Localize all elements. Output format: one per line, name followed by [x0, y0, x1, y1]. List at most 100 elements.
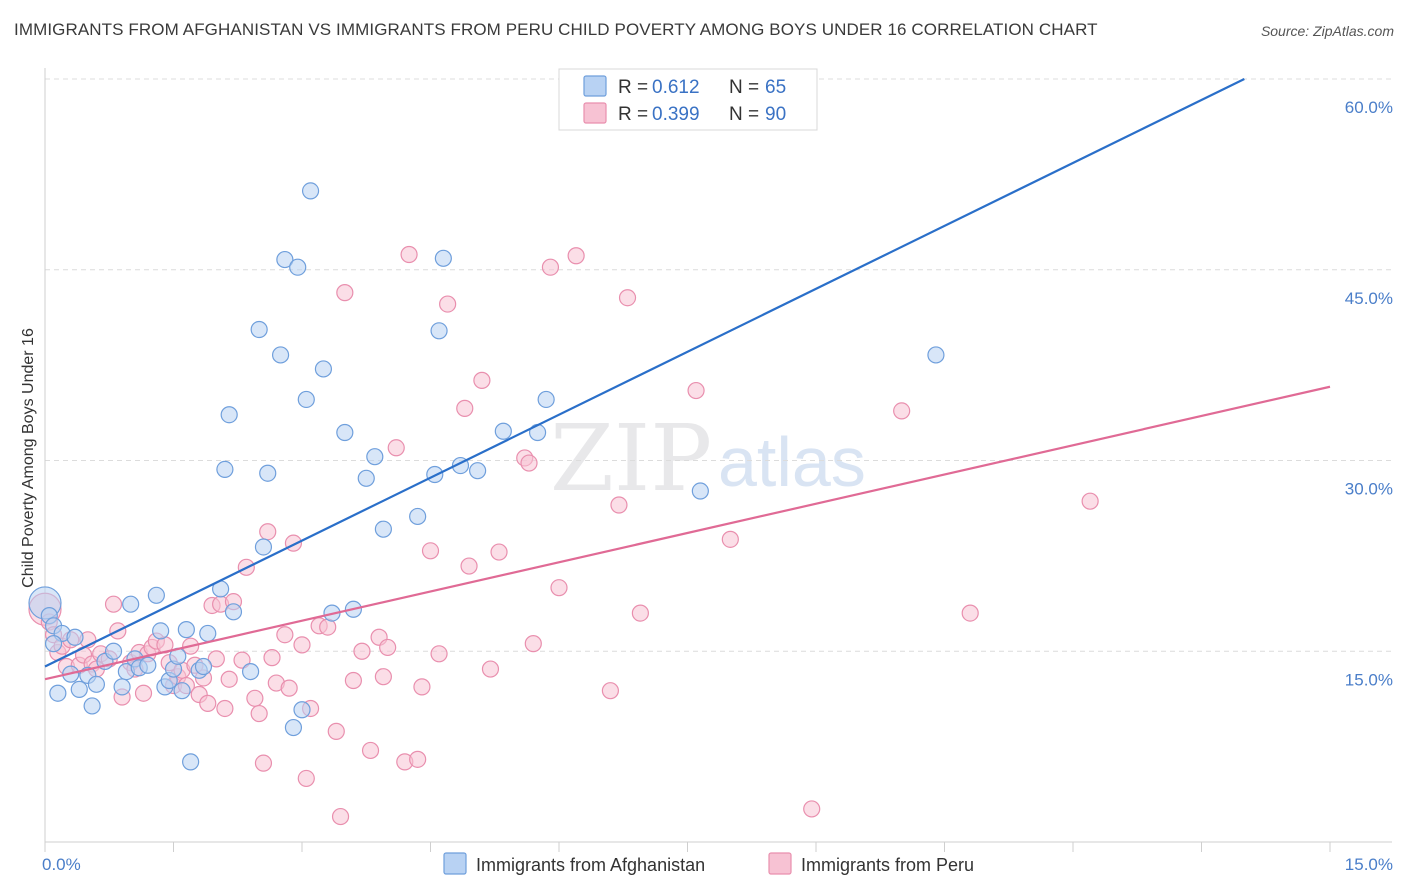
axes: 0.0% 15.0%: [42, 68, 1393, 874]
peru-point: [1081, 492, 1099, 510]
peru-point: [803, 800, 821, 818]
trend-lines: [44, 78, 1331, 681]
afghanistan-point: [44, 635, 63, 653]
peru-point: [481, 660, 500, 678]
peru-point: [631, 604, 649, 622]
afghanistan-point: [430, 322, 448, 340]
legend-n-label-afghanistan: N =: [729, 77, 759, 98]
afghanistan-point: [366, 448, 384, 466]
afghanistan-point: [927, 346, 945, 364]
legend-swatch-afghanistan: [583, 75, 607, 97]
peru-point: [601, 682, 620, 700]
afghanistan-point: [242, 662, 260, 681]
afghanistan-point: [357, 469, 375, 487]
afghanistan-point: [301, 182, 320, 200]
afghanistan-point: [297, 390, 315, 409]
afghanistan-point: [70, 680, 88, 699]
peru-point: [721, 530, 739, 548]
legend-n-label-peru: N =: [729, 104, 759, 125]
afghanistan-point: [152, 622, 170, 640]
x-tick-label: 15.0%: [1345, 855, 1393, 874]
peru-point: [336, 284, 354, 302]
afghanistan-point: [220, 406, 238, 424]
peru-point: [421, 542, 440, 560]
peru-point: [460, 557, 478, 575]
afghanistan-point: [104, 642, 123, 660]
peru-point: [409, 750, 427, 768]
legend-swatch-peru: [583, 102, 607, 124]
afghanistan-point: [66, 628, 84, 646]
peru-point: [610, 496, 628, 514]
bottom-legend-label-peru: Immigrants from Peru: [801, 855, 974, 875]
afghanistan-point: [139, 656, 157, 674]
y-tick-label: 15.0%: [1345, 670, 1393, 689]
y-tick-label: 45.0%: [1345, 289, 1393, 308]
afghanistan-point: [314, 360, 333, 378]
afghanistan-point: [250, 320, 268, 339]
afghanistan-point: [537, 390, 555, 409]
x-tick-label: 0.0%: [42, 855, 81, 874]
peru-point: [216, 699, 234, 718]
peru-point: [104, 595, 123, 613]
peru-point: [280, 679, 298, 697]
peru-point: [134, 684, 153, 702]
peru-point: [276, 626, 294, 644]
gridlines: 15.0% 30.0% 45.0% 60.0%: [45, 78, 1393, 689]
peru-point: [297, 769, 315, 788]
peru-point: [263, 649, 281, 667]
afghanistan-point: [409, 507, 427, 526]
legend-r-label-afghanistan: R =: [618, 77, 648, 98]
peru-point: [254, 754, 273, 772]
bottom-legend-swatch-peru: [768, 852, 792, 875]
peru-trend-line: [44, 385, 1331, 681]
afghanistan-point: [199, 624, 217, 643]
legend-r-label-peru: R =: [618, 104, 648, 125]
afghanistan-point: [374, 520, 392, 538]
peru-point: [541, 258, 560, 276]
afghanistan-point: [49, 684, 67, 702]
peru-point: [374, 668, 392, 686]
afghanistan-point: [276, 250, 294, 269]
peru-point: [361, 741, 380, 760]
peru-point: [490, 543, 508, 561]
legend-r-value-afghanistan: 0.612: [652, 77, 700, 98]
y-axis-label: Child Poverty Among Boys Under 16: [20, 328, 37, 588]
watermark: ZIP atlas: [550, 405, 866, 512]
legend-n-value-afghanistan: 65: [765, 77, 786, 98]
peru-point: [246, 689, 264, 707]
peru-point: [327, 722, 345, 740]
afghanistan-point: [259, 464, 277, 482]
y-tick-label: 30.0%: [1345, 480, 1393, 499]
afghanistan-point: [224, 603, 243, 621]
afghanistan-trend-line: [44, 78, 1245, 668]
peru-point: [344, 671, 362, 690]
peru-point: [413, 678, 431, 696]
source-credit: Source: ZipAtlas.com: [1260, 23, 1394, 39]
peru-point: [400, 245, 418, 264]
peru-point: [331, 807, 350, 826]
peru-point: [220, 670, 238, 688]
afghanistan-point: [113, 678, 131, 696]
afghanistan-point: [83, 697, 101, 715]
bottom-legend-label-afghanistan: Immigrants from Afghanistan: [476, 855, 705, 875]
peru-point: [259, 523, 277, 541]
afghanistan-point: [182, 753, 200, 771]
afghanistan-point: [494, 422, 512, 440]
peru-point: [687, 381, 705, 400]
y-tick-label: 60.0%: [1345, 98, 1393, 117]
peru-point: [379, 638, 397, 657]
afghanistan-point: [691, 482, 709, 500]
peru-point: [207, 650, 225, 668]
peru-point: [439, 295, 457, 313]
peru-point: [524, 635, 542, 653]
bottom-legend-swatch-afghanistan: [443, 852, 467, 875]
legend-r-value-peru: 0.399: [652, 104, 700, 125]
peru-point: [250, 704, 268, 723]
peru-point: [293, 636, 311, 654]
peru-point: [893, 402, 911, 420]
afghanistan-point: [122, 595, 140, 613]
afghanistan-point: [216, 460, 234, 479]
peru-point: [456, 399, 474, 417]
correlation-legend: R = 0.612 N = 65 R = 0.399 N = 90: [558, 68, 818, 131]
